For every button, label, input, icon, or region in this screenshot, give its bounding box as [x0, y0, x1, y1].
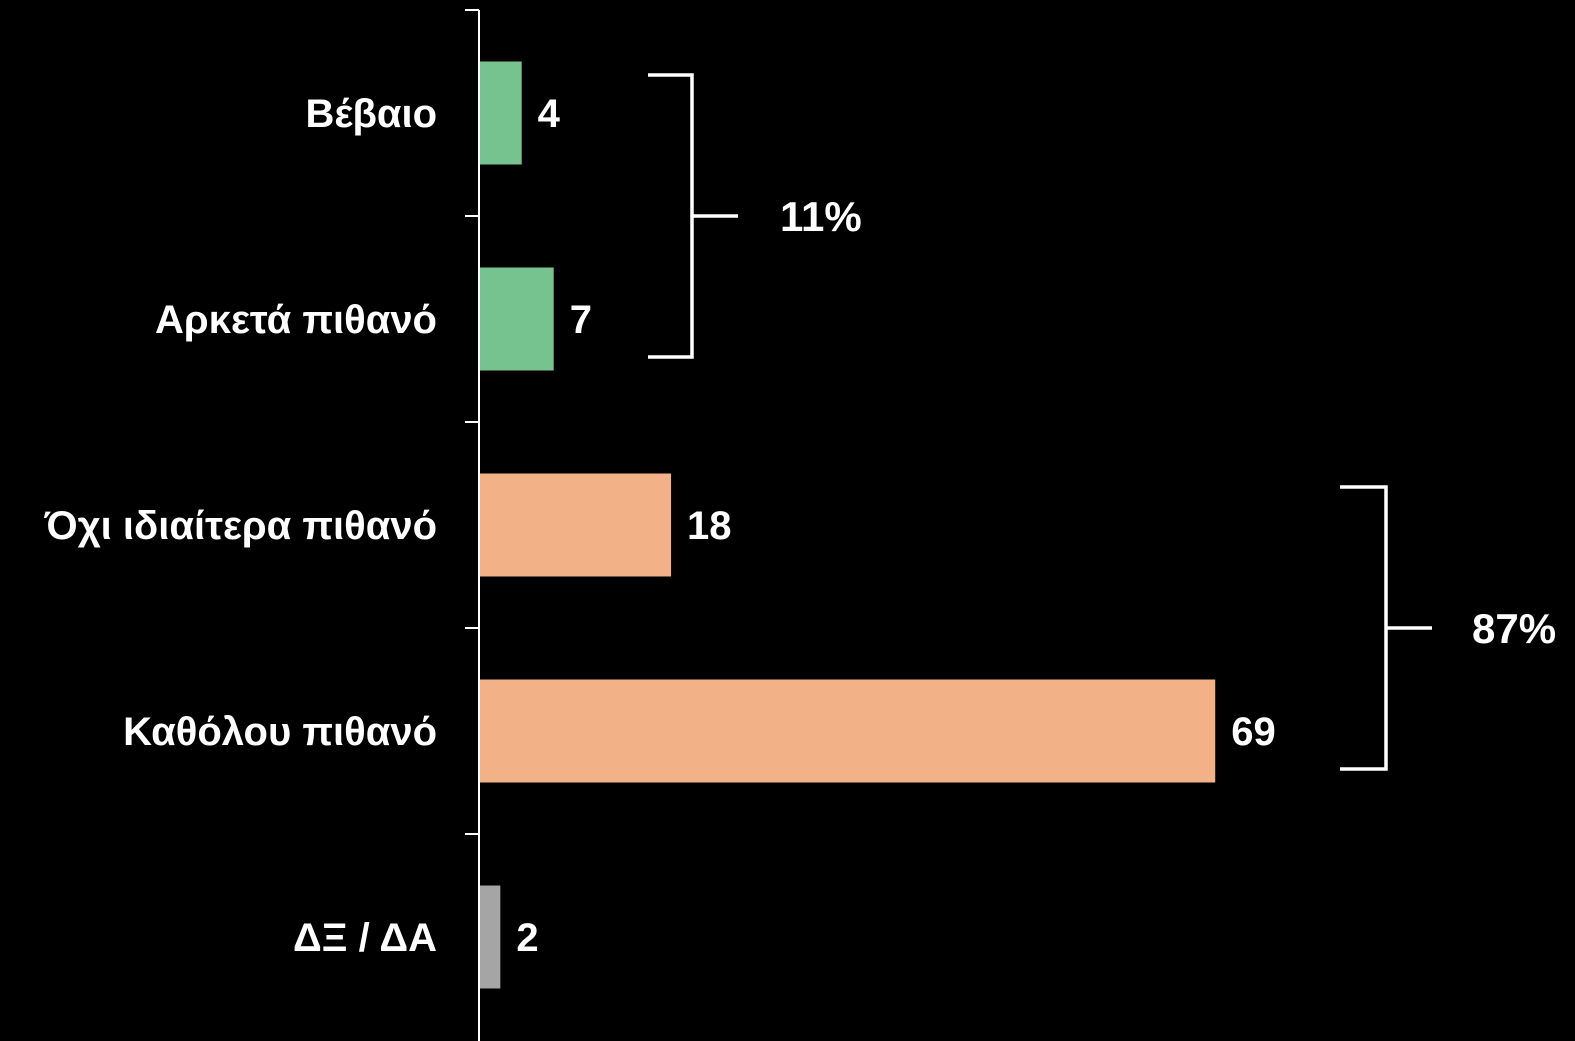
value-label: 69 [1231, 710, 1276, 754]
bar [479, 267, 554, 371]
group-bracket [1340, 485, 1432, 771]
category-label: Καθόλου πιθανό [123, 710, 437, 754]
group-bracket [648, 73, 738, 359]
bar [479, 61, 522, 165]
axis-layer [465, 9, 480, 1041]
labels-layer: Βέβαιο 4 Αρκετά πιθανό 7 Όχι ιδιαίτερα πιθαν… [44, 92, 1276, 960]
value-label: 2 [516, 916, 538, 960]
value-label: 7 [570, 298, 592, 342]
group-percentage-label: 87% [1472, 605, 1556, 652]
category-label: Αρκετά πιθανό [155, 298, 437, 342]
bar [479, 885, 501, 989]
group-percentage-label: 11% [780, 193, 862, 240]
bar [479, 679, 1216, 783]
brackets-layer: 11% 87% [648, 73, 1556, 771]
category-label: ΔΞ / ΔΑ [293, 916, 437, 960]
bars-layer [479, 61, 1216, 989]
bar [479, 473, 672, 577]
category-label: Βέβαιο [306, 92, 437, 136]
category-label: Όχι ιδιαίτερα πιθανό [44, 504, 437, 548]
value-label: 18 [687, 504, 732, 548]
value-label: 4 [538, 92, 561, 136]
